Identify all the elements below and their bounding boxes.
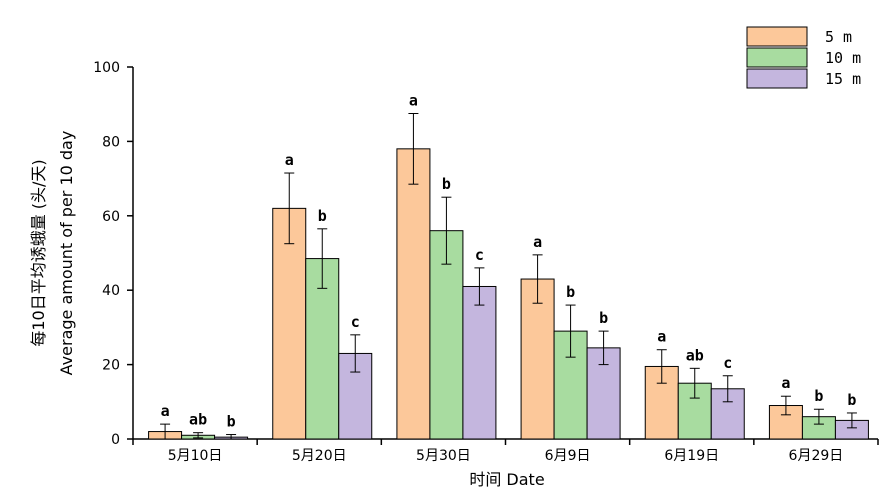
error-bar bbox=[317, 228, 328, 289]
y-tick-label: 60 bbox=[102, 209, 120, 225]
x-tick-label: 5月20日 bbox=[292, 448, 347, 464]
error-bar bbox=[226, 434, 237, 440]
legend-swatch bbox=[746, 26, 808, 47]
bars bbox=[148, 148, 869, 440]
error-bar bbox=[846, 412, 857, 429]
x-tick-label: 6月19日 bbox=[664, 448, 719, 464]
error-bar bbox=[722, 375, 733, 403]
error-bars bbox=[160, 113, 857, 440]
x-tick-label: 5月30日 bbox=[416, 448, 471, 464]
error-bar bbox=[160, 423, 171, 440]
error-bar bbox=[193, 432, 204, 439]
error-bar bbox=[780, 395, 791, 416]
error-bar bbox=[441, 196, 452, 265]
significance-letter: b bbox=[847, 391, 856, 409]
x-ticks: 5月10日 5月20日 5月30日 6月9日 6月19日 6月29日 bbox=[132, 439, 879, 464]
y-tick-label: 100 bbox=[93, 60, 120, 76]
error-bar bbox=[565, 304, 576, 358]
significance-letter: a bbox=[781, 374, 790, 392]
significance-letter: c bbox=[475, 246, 484, 264]
significance-letter: b bbox=[566, 283, 575, 301]
error-bar bbox=[408, 113, 419, 185]
y-axis-title-cn: 每10日平均诱蛾量 (头/天) bbox=[29, 159, 48, 346]
y-tick-label: 20 bbox=[102, 358, 120, 374]
significance-letter: b bbox=[599, 309, 608, 327]
error-bar bbox=[350, 334, 361, 373]
error-bar bbox=[474, 267, 485, 306]
legend-label: 5 m bbox=[825, 28, 852, 46]
significance-letter: c bbox=[351, 313, 360, 331]
bar bbox=[462, 285, 497, 440]
legend-label: 15 m bbox=[825, 70, 861, 88]
axes bbox=[132, 67, 878, 440]
significance-letter: a bbox=[161, 402, 170, 420]
error-bar bbox=[532, 254, 543, 304]
legend: 5 m 10 m 15 m bbox=[746, 26, 861, 89]
significance-letter: a bbox=[285, 151, 294, 169]
bar bbox=[396, 148, 431, 440]
legend-swatch bbox=[746, 68, 808, 89]
significance-letter: b bbox=[814, 387, 823, 405]
significance-letter: a bbox=[533, 233, 542, 251]
error-bar bbox=[656, 349, 667, 384]
legend-swatch bbox=[746, 47, 808, 68]
significance-letter: b bbox=[318, 207, 327, 225]
significance-letter: ab bbox=[686, 346, 704, 364]
x-axis-title: 时间 Date bbox=[469, 470, 544, 489]
x-tick-label: 6月9日 bbox=[545, 448, 591, 464]
x-tick-label: 5月10日 bbox=[168, 448, 223, 464]
y-tick-label: 0 bbox=[111, 432, 120, 448]
error-bar bbox=[598, 330, 609, 366]
significance-letter: c bbox=[723, 354, 732, 372]
y-tick-label: 80 bbox=[102, 134, 120, 150]
error-bar bbox=[689, 367, 700, 399]
x-tick-label: 6月29日 bbox=[789, 448, 844, 464]
error-bar bbox=[813, 408, 824, 425]
significance-letter: a bbox=[409, 92, 418, 110]
significance-letter: ab bbox=[189, 411, 207, 429]
significance-letter: a bbox=[657, 328, 666, 346]
significance-letter: b bbox=[442, 175, 451, 193]
y-ticks: 0 20 40 60 80 100 bbox=[93, 60, 133, 448]
significance-letter: b bbox=[227, 413, 236, 431]
y-tick-label: 40 bbox=[102, 283, 120, 299]
legend-label: 10 m bbox=[825, 49, 861, 67]
y-axis-title-en: Average amount of per 10 day bbox=[57, 131, 76, 376]
bar bbox=[272, 207, 307, 440]
error-bar bbox=[284, 172, 295, 245]
